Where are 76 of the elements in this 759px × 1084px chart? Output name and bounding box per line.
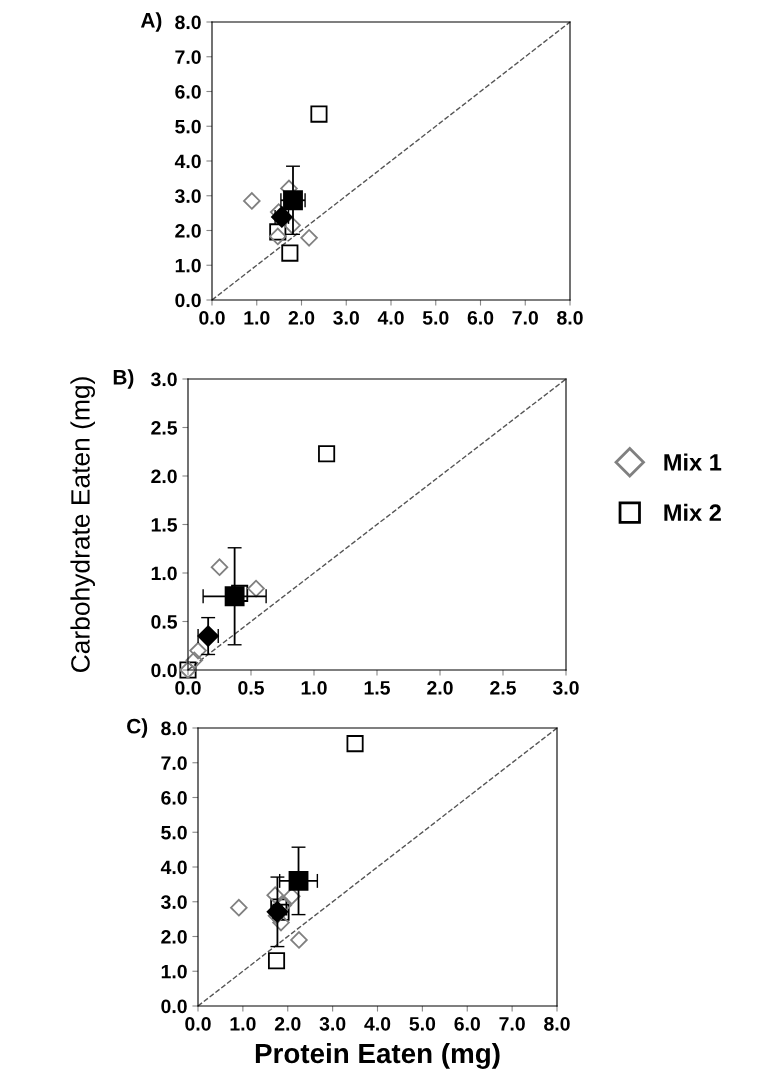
- y-tick-label: 2.0: [175, 223, 201, 238]
- y-tick-label: 2.0: [151, 469, 177, 484]
- y-tick-label: 7.0: [175, 50, 201, 64]
- x-tick-label: 5.0: [422, 310, 449, 325]
- x-tick-label: 1.5: [364, 681, 390, 695]
- y-tick-label: 5.0: [161, 825, 187, 840]
- x-tick-label: 3.0: [552, 680, 579, 695]
- x-tick-label: 0.0: [199, 310, 225, 325]
- point: [266, 901, 289, 923]
- y-tick-label: 2.0: [161, 929, 187, 944]
- y-tick-label: 1.0: [175, 258, 201, 273]
- y-tick-label: 6.0: [161, 790, 187, 805]
- point: [230, 898, 248, 917]
- y-tick-label: 1.0: [161, 964, 187, 979]
- legend-label: Mix 2: [664, 503, 721, 521]
- x-tick-label: 6.0: [454, 1016, 480, 1031]
- point: [281, 244, 299, 262]
- y-tick-label: 3.0: [175, 189, 201, 204]
- y-tick-label: 3.0: [161, 895, 187, 910]
- point: [283, 216, 301, 235]
- x-tick-label: 1.0: [301, 680, 327, 695]
- point: [288, 870, 309, 891]
- y-tick-label: 0.0: [175, 293, 201, 308]
- y-tick-label: 0.0: [161, 999, 187, 1014]
- x-tick-label: 2.0: [427, 680, 453, 695]
- point: [290, 931, 308, 949]
- x-tick-label: 1.0: [244, 310, 270, 325]
- point: [269, 223, 287, 241]
- x-tick-label: 8.0: [557, 310, 583, 325]
- x-tick-label: 1.0: [230, 1016, 256, 1031]
- point: [346, 735, 364, 753]
- x-tick-label: 2.0: [288, 310, 315, 325]
- point: [310, 105, 328, 123]
- x-tick-label: 8.0: [544, 1016, 570, 1031]
- point: [189, 641, 207, 660]
- y-tick-label: 4.0: [160, 860, 187, 875]
- y-tick-label: 4.0: [174, 154, 201, 169]
- x-tick-label: 0.5: [238, 680, 264, 695]
- point: [267, 952, 286, 970]
- y-tick-label: 3.0: [151, 372, 177, 387]
- x-tick-label: 7.0: [499, 1016, 525, 1031]
- x-tick-label: 6.0: [467, 310, 494, 325]
- point: [247, 579, 265, 598]
- x-tick-label: 3.0: [333, 310, 359, 325]
- point: [318, 445, 336, 463]
- y-tick-label: 6.0: [175, 84, 201, 99]
- x-tick-label: 4.0: [377, 310, 404, 325]
- x-tick-label: 2.0: [274, 1016, 301, 1031]
- point: [269, 227, 287, 246]
- y-tick-label: 8.0: [161, 721, 187, 736]
- y-axis-title: Carbohydrate Eaten (mg): [70, 377, 95, 673]
- y-tick-label: 0.0: [151, 663, 177, 678]
- x-tick-label: 2.5: [490, 680, 516, 695]
- y-tick-label: 1.5: [151, 518, 178, 532]
- y-tick-label: 0.5: [151, 614, 178, 629]
- x-axis-title: Protein Eaten (mg): [255, 1042, 500, 1069]
- point: [224, 586, 245, 607]
- point: [266, 886, 284, 904]
- chart-title: C): [127, 718, 148, 738]
- y-tick-label: 8.0: [175, 15, 201, 30]
- point: [210, 558, 229, 576]
- x-tick-label: 0.0: [185, 1016, 211, 1031]
- chart-title: B): [113, 369, 134, 389]
- chart-title: A): [140, 12, 162, 32]
- point: [243, 192, 261, 210]
- y-tick-label: 5.0: [175, 119, 201, 134]
- point: [185, 651, 204, 670]
- point: [300, 229, 318, 247]
- x-tick-label: 3.0: [319, 1016, 346, 1031]
- legend-label: Mix 1: [664, 453, 722, 471]
- x-tick-label: 5.0: [409, 1016, 436, 1031]
- x-tick-label: 4.0: [364, 1016, 391, 1031]
- y-tick-label: 2.5: [151, 420, 178, 435]
- y-tick-label: 7.0: [161, 756, 187, 770]
- x-tick-label: 7.0: [512, 310, 538, 325]
- y-tick-label: 1.0: [151, 566, 177, 581]
